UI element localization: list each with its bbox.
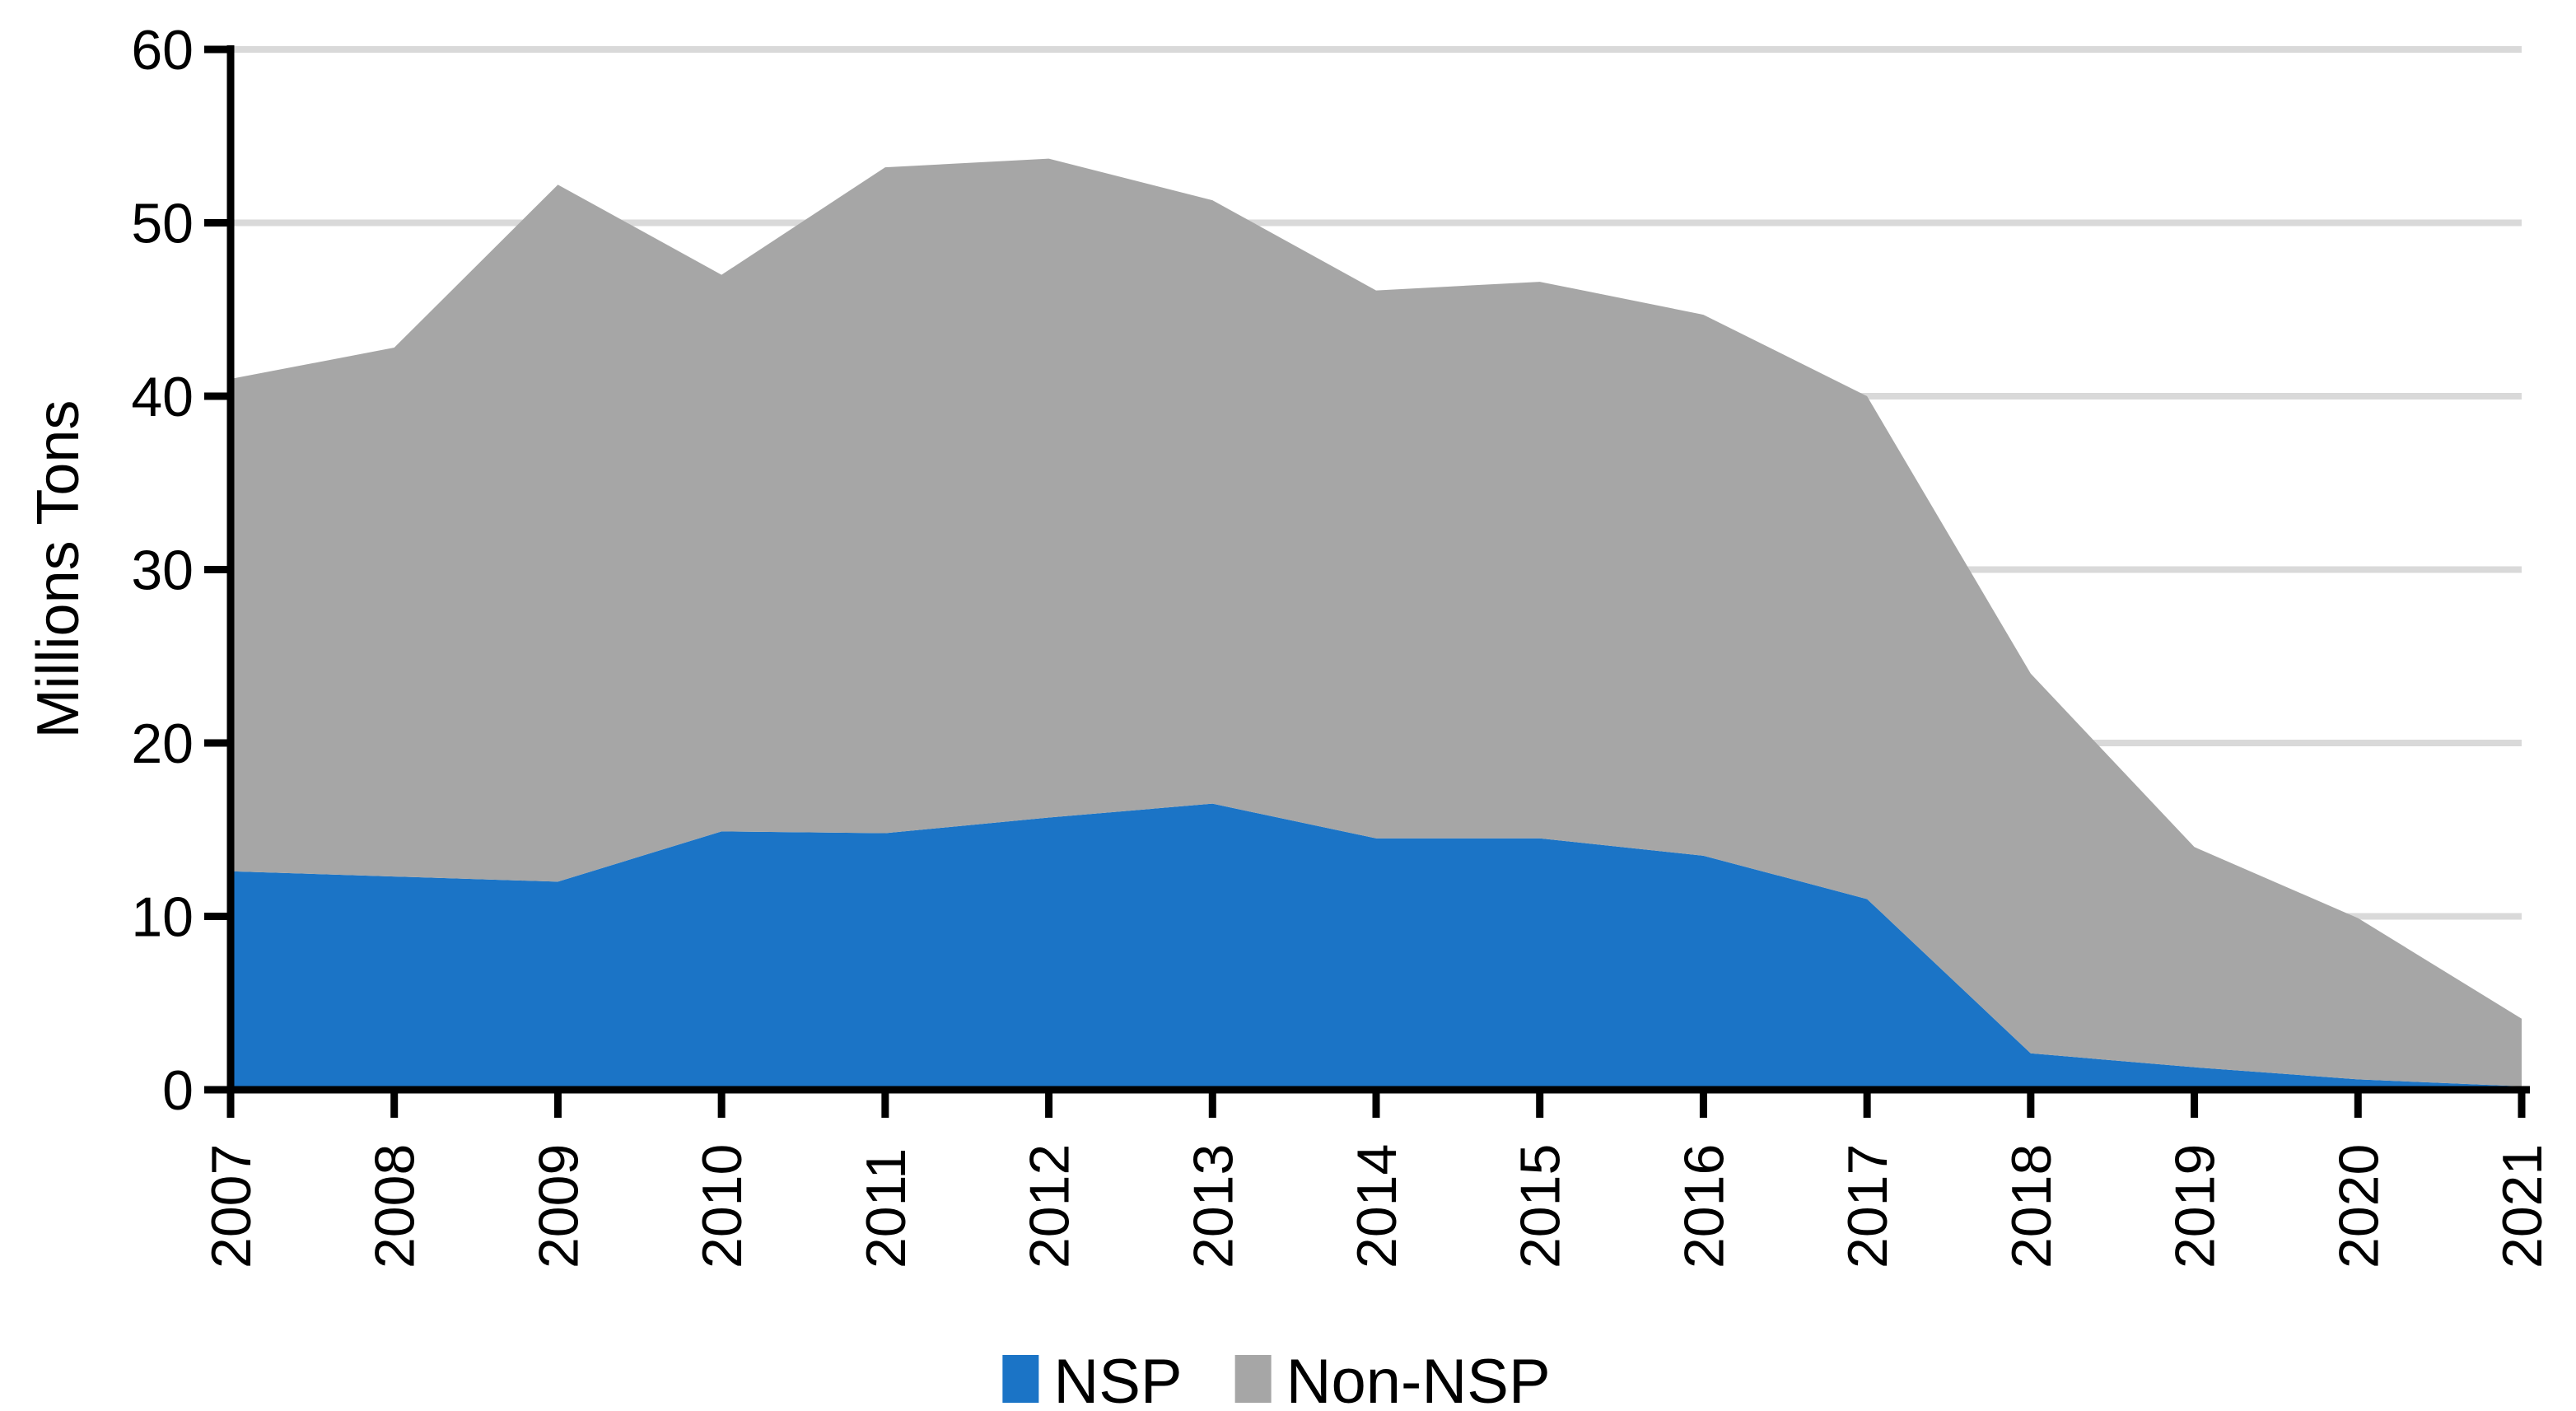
x-tick-label-2017: 2017 [1836,1144,1899,1268]
x-tick-label-2021: 2021 [2491,1144,2554,1268]
y-tick-label-30: 30 [131,540,194,602]
x-tick-label-2019: 2019 [2164,1144,2227,1268]
area-non-nsp [231,158,2522,1086]
x-tick-label-2013: 2013 [1182,1144,1244,1268]
area-nsp [231,803,2522,1090]
x-tick-label-2012: 2012 [1019,1144,1081,1268]
x-tick-label-2009: 2009 [527,1144,590,1268]
x-tick-label-2016: 2016 [1673,1144,1735,1268]
axes [204,45,2530,1118]
area-series [231,158,2522,1090]
x-tick-label-2010: 2010 [691,1144,754,1268]
y-axis-title: Millions Tons [26,400,91,739]
x-tick-label-2014: 2014 [1346,1144,1408,1268]
x-tick-label-2007: 2007 [200,1144,263,1268]
y-tick-label-50: 50 [131,193,194,255]
x-tick-label-2015: 2015 [1510,1144,1572,1268]
x-tick-label-2020: 2020 [2327,1144,2390,1268]
y-tick-label-20: 20 [131,713,194,775]
y-tick-label-10: 10 [131,886,194,949]
y-axis-tick-labels: 0 10 20 30 40 50 60 [131,19,194,1122]
x-tick-label-2011: 2011 [855,1148,917,1268]
y-tick-label-40: 40 [131,366,194,428]
legend-label-nsp: NSP [1053,1347,1182,1411]
legend-label-non-nsp: Non-NSP [1286,1347,1551,1411]
legend-swatch-non-nsp [1234,1355,1272,1403]
x-axis-tick-labels: 2007 2008 2009 2010 2011 2012 2013 2014 2015 2016… [200,1144,2554,1268]
y-tick-label-60: 60 [131,19,194,82]
x-tick-label-2018: 2018 [2000,1144,2063,1268]
legend-swatch-nsp [1002,1355,1039,1403]
y-tick-label-0: 0 [162,1059,194,1122]
legend: NSP Non-NSP [1002,1347,1551,1411]
x-tick-label-2008: 2008 [364,1144,427,1268]
